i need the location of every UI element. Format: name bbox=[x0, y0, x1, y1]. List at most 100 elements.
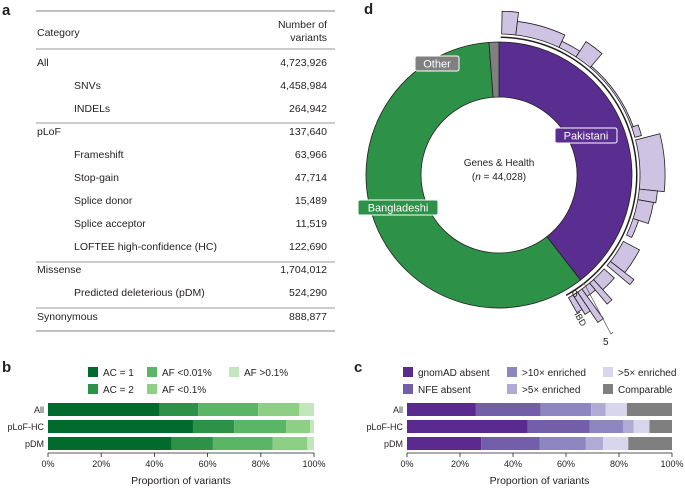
row-label: pLoF bbox=[37, 126, 61, 138]
legend-item: >5× enriched bbox=[603, 367, 676, 379]
x-axis-title: Proportion of variants bbox=[131, 475, 231, 487]
legend-label: >5× enriched bbox=[618, 368, 676, 379]
ibd-bar bbox=[635, 133, 666, 193]
legend-item: AF >0.1% bbox=[229, 367, 288, 379]
legend-swatch bbox=[403, 367, 413, 377]
legend-item: AC = 2 bbox=[88, 384, 134, 396]
table-row: Splice donor 15,489 bbox=[74, 195, 327, 207]
legend-item: AF <0.1% bbox=[147, 384, 206, 396]
ibd-bar bbox=[606, 260, 635, 286]
bar-segment bbox=[407, 403, 476, 416]
header-count-line1: Number of bbox=[278, 19, 327, 31]
ibd-scale-min: 0 bbox=[572, 289, 578, 300]
slice-label-pakistani: Pakistani bbox=[554, 127, 618, 144]
center-count-value: = 44,028) bbox=[481, 172, 526, 183]
donut-slice-pakistani bbox=[498, 41, 633, 281]
ibd-bar bbox=[631, 124, 642, 138]
bar-segment bbox=[159, 403, 199, 416]
x-tick-label: 0% bbox=[41, 459, 54, 469]
row-label: Frameshift bbox=[74, 149, 124, 161]
bar-segment bbox=[633, 420, 650, 433]
row-value: 4,723,926 bbox=[280, 57, 327, 69]
panel-label-d: d bbox=[364, 1, 373, 18]
bar-segment bbox=[527, 420, 590, 433]
ibd-scale-max: 5 bbox=[603, 337, 609, 348]
bar-segment bbox=[591, 403, 606, 416]
x-tick-label: 40% bbox=[145, 459, 163, 469]
bar-segment bbox=[540, 403, 592, 416]
x-tick-label: 80% bbox=[252, 459, 270, 469]
chart-d-ancestry-donut: Pakistani Bangladeshi Other Genes & Health (… bbox=[357, 10, 666, 348]
row-value: 122,690 bbox=[289, 241, 327, 253]
legend-swatch bbox=[507, 384, 517, 394]
legend-swatch bbox=[603, 384, 613, 394]
center-count-n: n bbox=[475, 172, 481, 183]
legend-swatch bbox=[147, 367, 157, 377]
bar-segment bbox=[212, 437, 273, 450]
bar-segment bbox=[475, 403, 541, 416]
category-label: pDM bbox=[25, 439, 44, 449]
legend-swatch bbox=[603, 367, 613, 377]
row-value: 264,942 bbox=[289, 103, 327, 115]
legend-swatch bbox=[88, 384, 98, 394]
bar-segment bbox=[310, 420, 314, 433]
ibd-scale-bracket bbox=[581, 282, 614, 335]
panel-label-b: b bbox=[2, 359, 11, 376]
x-tick-label: 60% bbox=[557, 459, 575, 469]
row-label: Splice donor bbox=[74, 195, 133, 207]
table-row: LOFTEE high-confidence (HC) 122,690 bbox=[74, 241, 327, 253]
legend-label: >5× enriched bbox=[522, 385, 580, 396]
row-value: 1,704,012 bbox=[280, 264, 327, 276]
row-value: 4,458,984 bbox=[280, 80, 327, 92]
bar-segment bbox=[192, 420, 235, 433]
row-label: LOFTEE high-confidence (HC) bbox=[74, 241, 217, 253]
x-tick-label: 20% bbox=[451, 459, 469, 469]
chart-b-allele-frequency: AC = 1 AC = 2 AF <0.01% AF <0.1% AF >0.1% All… bbox=[7, 367, 326, 487]
chart-c-enrichment: gnomAD absent NFE absent >10× enriched >5× … bbox=[366, 367, 684, 487]
category-label: pDM bbox=[384, 439, 403, 449]
table-row: Frameshift 63,966 bbox=[74, 149, 327, 161]
legend-swatch bbox=[88, 367, 98, 377]
ibd-bar bbox=[626, 218, 640, 238]
slice-label-box bbox=[414, 55, 460, 72]
table-row: Synonymous 888,877 bbox=[37, 311, 327, 323]
row-label: All bbox=[37, 57, 49, 69]
x-tick-label: 20% bbox=[92, 459, 110, 469]
bar-segment bbox=[603, 437, 629, 450]
table-row: SNVs 4,458,984 bbox=[74, 80, 327, 92]
bar-segment bbox=[198, 403, 259, 416]
legend-item: AC = 1 bbox=[88, 367, 134, 379]
bar-segment bbox=[481, 437, 540, 450]
center-count-open: ( bbox=[472, 172, 476, 183]
legend-item: Comparable bbox=[603, 384, 673, 396]
row-value: 888,877 bbox=[289, 311, 327, 323]
header-category: Category bbox=[37, 27, 80, 39]
row-value: 137,640 bbox=[289, 126, 327, 138]
bar-segment bbox=[622, 420, 634, 433]
category-label: All bbox=[393, 405, 403, 415]
bar-segment bbox=[48, 420, 193, 433]
bar-segment bbox=[626, 403, 672, 416]
x-tick-label: 100% bbox=[302, 459, 325, 469]
bar-segment bbox=[171, 437, 213, 450]
row-value: 15,489 bbox=[295, 195, 327, 207]
bar-segment bbox=[286, 420, 311, 433]
row-label: Stop-gain bbox=[74, 172, 119, 184]
legend-label: NFE absent bbox=[418, 385, 471, 396]
legend-label: AC = 2 bbox=[103, 385, 134, 396]
legend-label: AF <0.1% bbox=[162, 385, 206, 396]
bar-segment bbox=[258, 403, 300, 416]
x-tick-label: 60% bbox=[199, 459, 217, 469]
table-row: Splice acceptor 11,519 bbox=[74, 218, 327, 230]
x-axis-title: Proportion of variants bbox=[490, 475, 590, 487]
row-value: 47,714 bbox=[295, 172, 327, 184]
panel-label-c: c bbox=[354, 359, 362, 376]
bar-segment bbox=[407, 437, 482, 450]
legend-label: >10× enriched bbox=[522, 368, 586, 379]
slice-label-box bbox=[357, 199, 439, 216]
table-row: Missense 1,704,012 bbox=[37, 264, 327, 276]
center-title: Genes & Health bbox=[464, 158, 535, 169]
table-row: pLoF 137,640 bbox=[37, 126, 327, 138]
row-value: 11,519 bbox=[296, 218, 327, 230]
row-label: SNVs bbox=[74, 80, 101, 92]
